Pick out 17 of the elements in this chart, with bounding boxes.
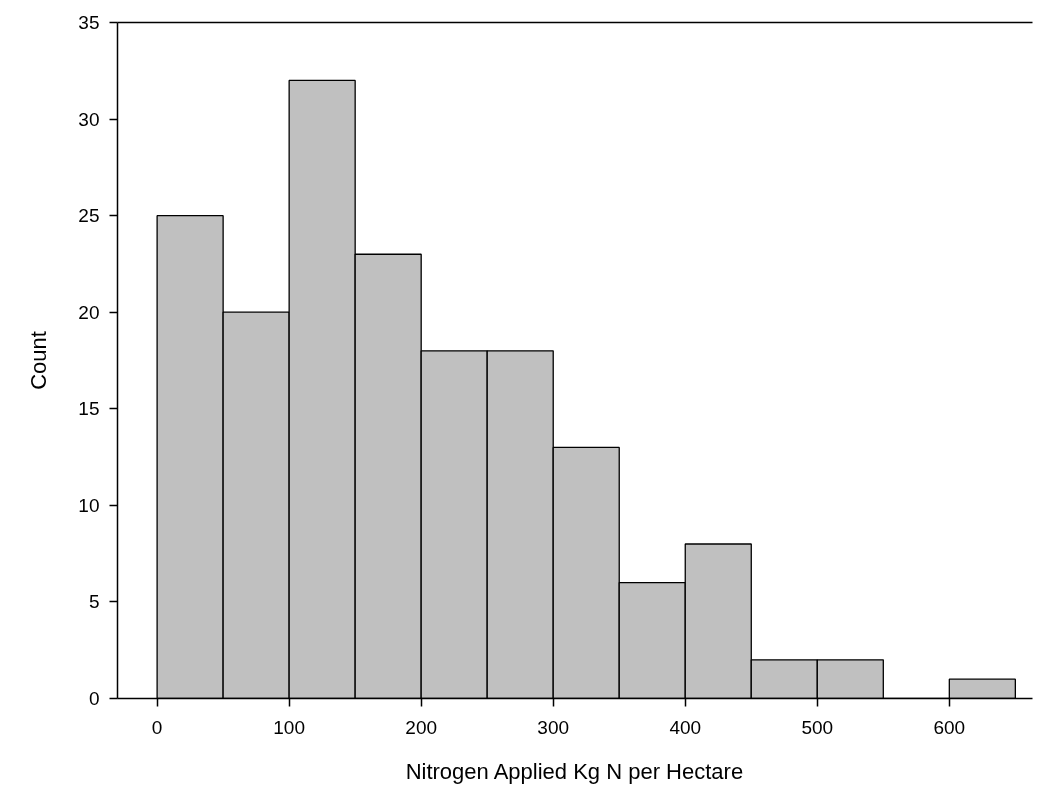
- y-tick-label: 15: [78, 398, 100, 420]
- x-tick-label: 400: [669, 716, 702, 738]
- y-tick-label: 35: [78, 12, 100, 33]
- y-tick-label: 10: [78, 494, 100, 516]
- y-axis-title: Count: [26, 331, 52, 390]
- y-tick-label: 20: [78, 301, 100, 323]
- x-tick-label: 500: [801, 716, 834, 738]
- y-tick-label: 30: [78, 108, 100, 130]
- x-tick-label: 0: [151, 716, 163, 738]
- y-tick-label: 25: [78, 205, 100, 227]
- x-tick-label: 600: [933, 716, 966, 738]
- x-tick-label: 200: [405, 716, 438, 738]
- x-tick-label: 300: [537, 716, 570, 738]
- x-tick-label: 100: [273, 716, 305, 738]
- x-axis-title: Nitrogen Applied Kg N per Hectare: [405, 758, 744, 784]
- y-tick-label: 0: [88, 688, 100, 709]
- y-tick-label: 5: [88, 591, 100, 613]
